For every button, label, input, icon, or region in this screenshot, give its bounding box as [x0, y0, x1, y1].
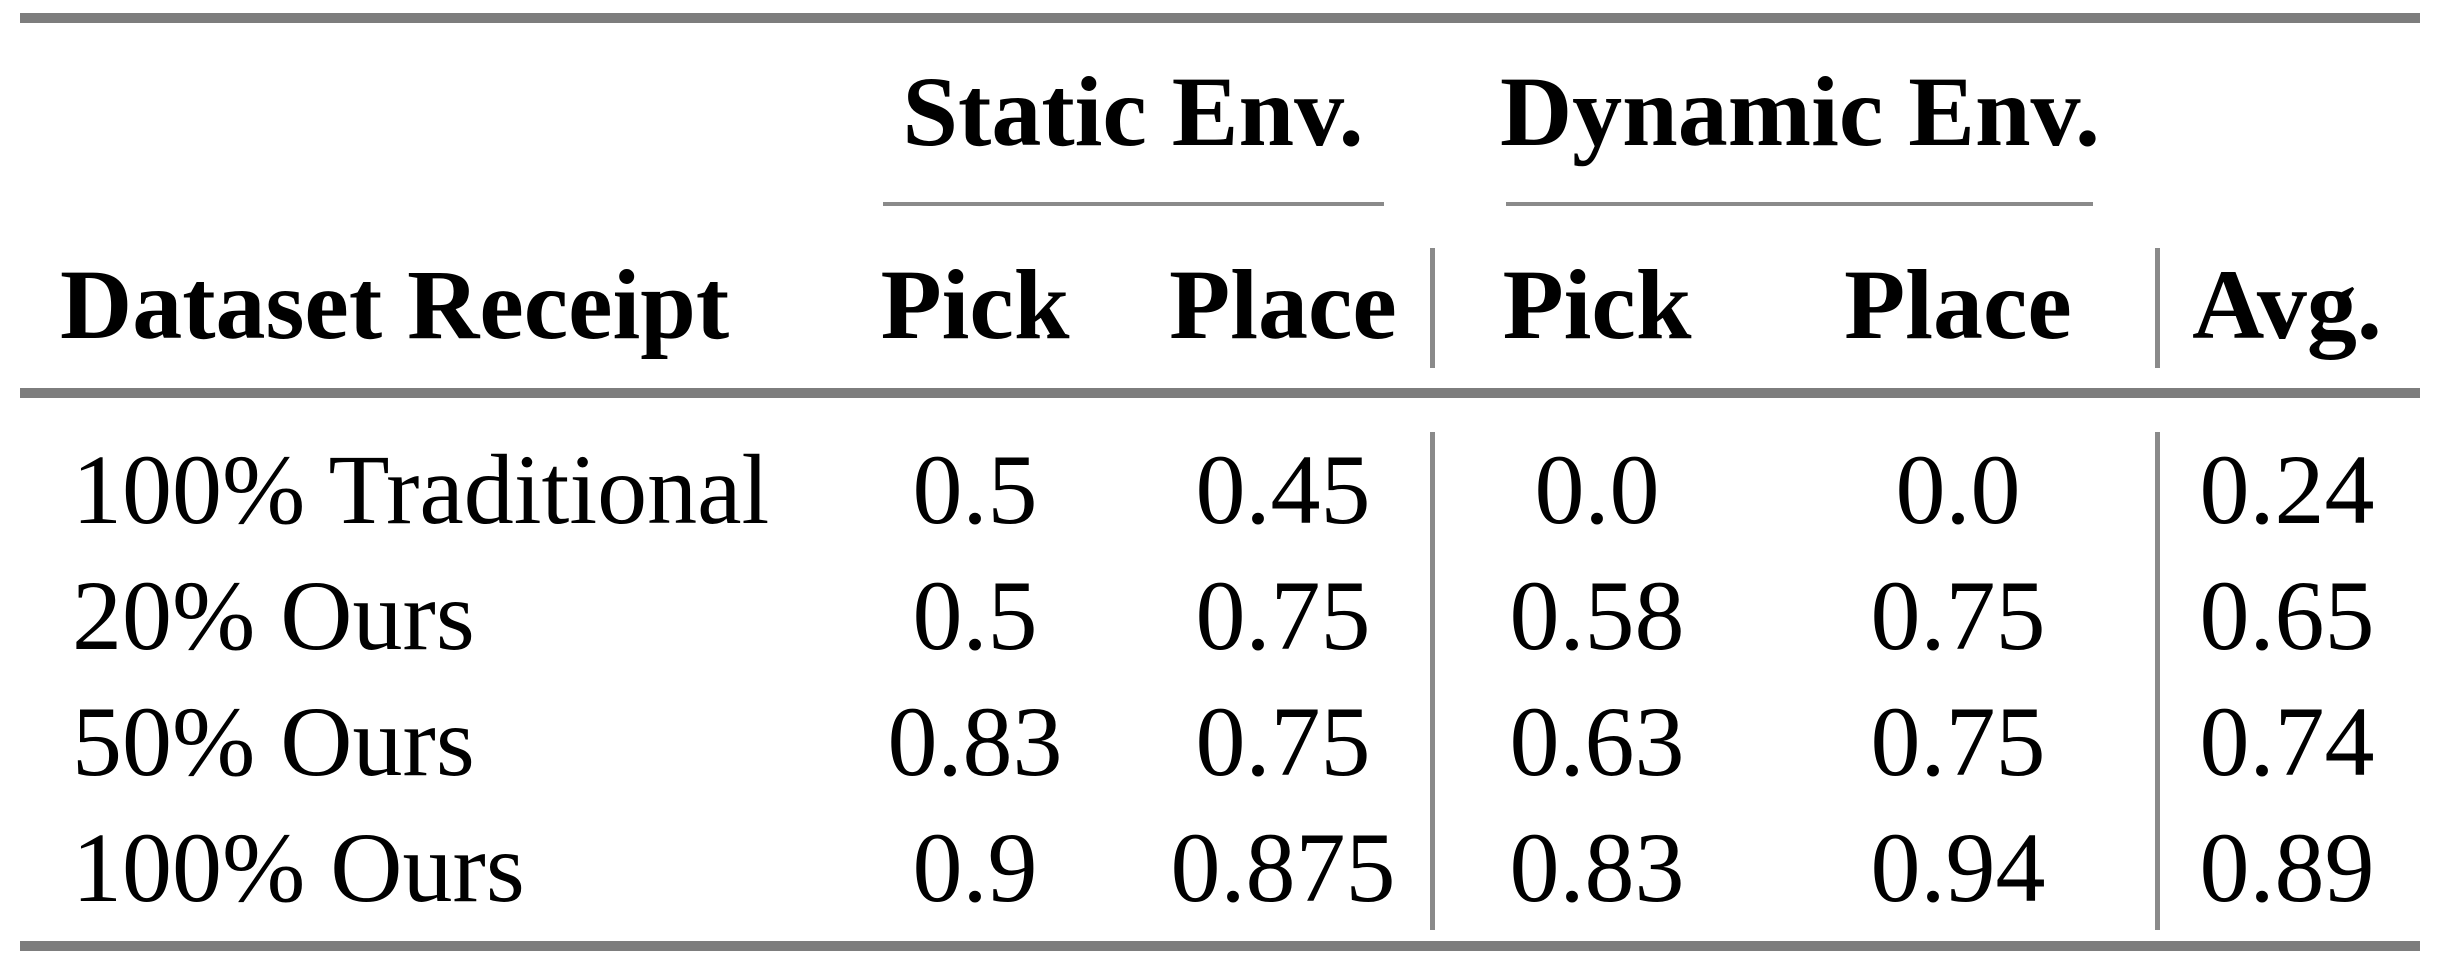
static-env-underline: [883, 202, 1384, 206]
column-header-avg: Avg.: [2192, 249, 2382, 360]
separator-static-dynamic-body: [1430, 432, 1435, 930]
row-2-static-place: 0.75: [1195, 686, 1371, 797]
row-2-static-pick: 0.83: [887, 686, 1063, 797]
column-group-dynamic-env: Dynamic Env.: [1499, 56, 2101, 167]
row-0-static-place: 0.45: [1195, 434, 1371, 545]
row-2-label: 50% Ours: [72, 686, 475, 797]
row-0-dynamic-pick: 0.0: [1534, 434, 1660, 545]
row-3-avg: 0.89: [2199, 812, 2375, 923]
column-group-static-env: Static Env.: [902, 56, 1364, 167]
separator-dynamic-avg-body: [2155, 432, 2160, 930]
dynamic-env-underline: [1506, 202, 2093, 206]
row-3-label: 100% Ours: [72, 812, 525, 923]
table-header-rule: [20, 388, 2420, 398]
column-header-dataset-receipt: Dataset Receipt: [60, 249, 730, 360]
table-top-rule: [20, 13, 2420, 23]
row-1-dynamic-pick: 0.58: [1509, 560, 1685, 671]
row-0-dynamic-place: 0.0: [1895, 434, 2021, 545]
row-1-dynamic-place: 0.75: [1870, 560, 2046, 671]
row-3-static-place: 0.875: [1170, 812, 1396, 923]
column-header-static-pick: Pick: [880, 249, 1070, 360]
row-2-avg: 0.74: [2199, 686, 2375, 797]
row-3-static-pick: 0.9: [912, 812, 1038, 923]
row-1-static-pick: 0.5: [912, 560, 1038, 671]
row-2-dynamic-place: 0.75: [1870, 686, 2046, 797]
separator-dynamic-avg-header: [2155, 248, 2160, 368]
row-0-label: 100% Traditional: [72, 434, 770, 545]
column-header-dynamic-place: Place: [1844, 249, 2072, 360]
row-0-static-pick: 0.5: [912, 434, 1038, 545]
table-bottom-rule: [20, 941, 2420, 951]
column-header-static-place: Place: [1169, 249, 1397, 360]
row-1-label: 20% Ours: [72, 560, 475, 671]
separator-static-dynamic-header: [1430, 248, 1435, 368]
row-3-dynamic-pick: 0.83: [1509, 812, 1685, 923]
row-1-static-place: 0.75: [1195, 560, 1371, 671]
row-2-dynamic-pick: 0.63: [1509, 686, 1685, 797]
row-1-avg: 0.65: [2199, 560, 2375, 671]
row-3-dynamic-place: 0.94: [1870, 812, 2046, 923]
row-0-avg: 0.24: [2199, 434, 2375, 545]
column-header-dynamic-pick: Pick: [1502, 249, 1692, 360]
